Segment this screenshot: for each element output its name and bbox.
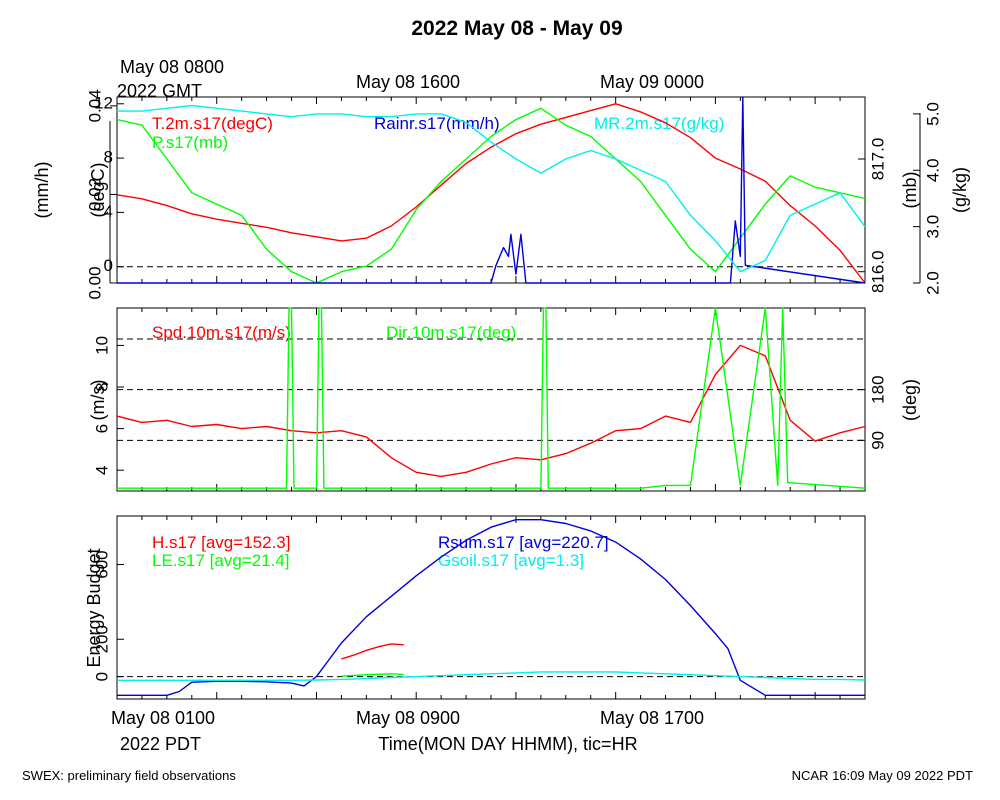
deg-axis-tick-label: 90 <box>868 431 887 450</box>
legend-rain-rate: Rainr.s17(mm/h) <box>374 114 500 133</box>
top-time-1-line2: 2022 GMT <box>117 81 202 101</box>
ms-axis-tick-label: 6 <box>92 424 111 433</box>
wind-speed-series-line <box>116 344 866 478</box>
gkg-axis-tick-label: 2.0 <box>923 271 942 295</box>
top-mb-axis-label: (mb) <box>900 172 920 209</box>
energy-axis-tick-label: 0 <box>92 672 111 681</box>
x-axis-label: Time(MON DAY HHMM), tic=HR <box>378 734 637 754</box>
degc-axis-tick-label: 0 <box>104 256 113 275</box>
soil-heat-series-line <box>117 671 866 681</box>
legend-wind-direction: Dir.10m.s17(deg) <box>386 323 516 342</box>
degc-axis-tick-label: 12 <box>94 93 113 112</box>
ms-axis-tick-label: 10 <box>92 336 111 355</box>
sensible-heat-series-line <box>341 643 404 660</box>
mmh-axis-tick-label: 0.02 <box>85 178 104 211</box>
top-time-1-line1: May 08 0800 <box>120 57 224 77</box>
energy-axis-tick-label: 600 <box>92 550 111 578</box>
legend-wind-speed: Spd.10m.s17(m/s) <box>152 323 291 342</box>
top-gkg-axis-label: (g/kg) <box>950 167 970 213</box>
mmh-axis-tick-label: 0.00 <box>85 266 104 299</box>
degc-axis-tick-label: 4 <box>104 202 113 221</box>
bottom-time-1-line2: 2022 PDT <box>120 734 201 754</box>
degc-axis-tick-label: 8 <box>104 148 113 167</box>
footer-right: NCAR 16:09 May 09 2022 PDT <box>792 768 973 783</box>
legend-pressure: P.s17(mb) <box>152 133 228 152</box>
bottom-time-2: May 08 0900 <box>356 708 460 728</box>
legend-mixing-ratio: MR.2m.s17(g/kg) <box>594 114 724 133</box>
bottom-time-3: May 08 1700 <box>600 708 704 728</box>
top-time-3: May 09 0000 <box>600 72 704 92</box>
wind-direction-series-line <box>117 307 866 489</box>
legend-sensible-heat: H.s17 [avg=152.3] <box>152 533 290 552</box>
top-degc-axis-label: (degC) <box>88 162 108 217</box>
deg-axis-tick-label: 180 <box>868 375 887 403</box>
mmh-axis-tick-label: 0.04 <box>85 89 104 122</box>
net-radiation-series-line <box>117 519 865 696</box>
footer-left: SWEX: preliminary field observations <box>22 768 236 783</box>
pressure-series-line <box>116 107 866 284</box>
legend-net-radiation: Rsum.s17 [avg=220.7] <box>438 533 609 552</box>
middle-ms-axis-label: (m/s) <box>88 380 108 421</box>
ms-axis-tick-label: 4 <box>92 465 111 474</box>
chart-title: 2022 May 08 - May 09 <box>411 17 622 40</box>
temperature-series-line <box>116 103 866 284</box>
ms-axis-tick-label: 8 <box>92 382 111 391</box>
mb-axis-tick-label: 817.0 <box>868 138 887 181</box>
legend-temperature: T.2m.s17(degC) <box>152 114 273 133</box>
gkg-axis-tick-label: 4.0 <box>923 158 942 182</box>
gkg-axis-tick-label: 5.0 <box>923 102 942 126</box>
chart-marks: 0.00 0.02 0.04 0 4 8 12 816.0 817.0 2.0 3.0 4.0 5.0 4… <box>85 89 942 699</box>
latent-heat-series-line <box>341 673 404 677</box>
gkg-axis-tick-label: 3.0 <box>923 215 942 239</box>
top-time-2: May 08 1600 <box>356 72 460 92</box>
mixing-ratio-series-line <box>117 104 866 273</box>
middle-deg-axis-label: (deg) <box>900 379 920 421</box>
mb-axis-tick-label: 816.0 <box>868 250 887 293</box>
rain-rate-series-line <box>117 96 866 284</box>
legend-soil-heat: Gsoil.s17 [avg=1.3] <box>438 551 584 570</box>
top-mmh-axis-label: (mm/h) <box>32 162 52 219</box>
energy-axis-tick-label: 200 <box>92 625 111 653</box>
bottom-time-1: May 08 0100 <box>111 708 215 728</box>
legend-latent-heat: LE.s17 [avg=21.4] <box>152 551 290 570</box>
bottom-energy-axis-label: Energy Budget <box>84 548 104 667</box>
